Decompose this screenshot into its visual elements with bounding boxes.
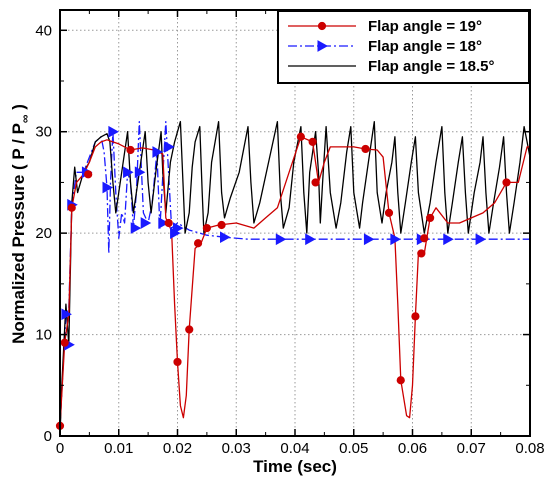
series-marker-1 bbox=[158, 217, 169, 229]
x-tick-label: 0.04 bbox=[280, 440, 309, 457]
y-tick-label: 10 bbox=[35, 327, 52, 344]
y-axis-title: Normalized Pressure ( P / P∞ ) bbox=[9, 104, 32, 344]
x-tick-label: 0.01 bbox=[104, 440, 133, 457]
series-marker-1 bbox=[61, 308, 72, 321]
series-marker-0 bbox=[384, 208, 394, 217]
legend-label: Flap angle = 19° bbox=[368, 18, 482, 35]
y-axis-title-main: Normalized Pressure ( P / P bbox=[9, 123, 28, 344]
series-marker-0 bbox=[217, 220, 226, 230]
series-marker-0 bbox=[308, 137, 317, 146]
series-marker-0 bbox=[164, 218, 173, 228]
y-axis-title-close: ) bbox=[9, 104, 28, 114]
series-marker-0 bbox=[502, 178, 511, 187]
series-marker-0 bbox=[426, 213, 435, 223]
x-axis-title: Time (sec) bbox=[253, 457, 337, 476]
legend: Flap angle = 19° Flap angle = 18° Flap ang… bbox=[277, 10, 530, 84]
x-tick-label: 0.05 bbox=[339, 440, 368, 457]
series-line-2 bbox=[59, 120, 531, 437]
series-marker-1 bbox=[363, 233, 375, 246]
x-tick-label: 0 bbox=[56, 440, 64, 457]
series-marker-0 bbox=[420, 234, 429, 243]
series-marker-1 bbox=[140, 217, 152, 229]
series-marker-1 bbox=[102, 181, 114, 194]
series-marker-0 bbox=[193, 239, 203, 248]
series-marker-1 bbox=[134, 166, 146, 179]
x-tick-label: 0.08 bbox=[515, 440, 544, 457]
series-marker-0 bbox=[411, 312, 420, 321]
legend-entries: Flap angle = 19° Flap angle = 18° Flap ang… bbox=[288, 18, 494, 75]
series-marker-1 bbox=[275, 233, 287, 246]
series-marker-0 bbox=[173, 357, 182, 367]
series-marker-0 bbox=[202, 223, 211, 233]
series-marker-0 bbox=[84, 170, 93, 179]
series-marker-0 bbox=[126, 145, 135, 155]
legend-label: Flap angle = 18° bbox=[368, 38, 482, 55]
series-marker-1 bbox=[220, 231, 231, 244]
series-marker-1 bbox=[305, 233, 316, 246]
series-marker-1 bbox=[173, 222, 184, 234]
series-marker-1 bbox=[390, 233, 401, 246]
series-marker-1 bbox=[108, 125, 119, 138]
x-tick-label: 0.06 bbox=[398, 440, 427, 457]
series-marker-0 bbox=[417, 249, 426, 258]
x-tick-label: 0.07 bbox=[457, 440, 486, 457]
series-line-1 bbox=[59, 120, 530, 426]
series-marker-1 bbox=[152, 146, 163, 158]
series-marker-0 bbox=[60, 338, 69, 347]
legend-marker bbox=[317, 21, 327, 31]
y-tick-label: 20 bbox=[35, 225, 52, 242]
y-tick-label: 30 bbox=[35, 124, 52, 141]
legend-label: Flap angle = 18.5° bbox=[368, 58, 494, 75]
series-marker-0 bbox=[311, 178, 320, 187]
series-marker-1 bbox=[475, 233, 487, 246]
axis-ticks: 0 0.01 0.02 0.03 0.04 0.05 0.06 0.07 0.08 0 10 20 30… bbox=[35, 10, 545, 457]
x-tick-label: 0.02 bbox=[163, 440, 192, 457]
series-marker-1 bbox=[123, 166, 134, 179]
series-markers bbox=[55, 125, 511, 430]
legend-marker bbox=[317, 40, 329, 52]
x-tick-label: 0.03 bbox=[222, 440, 251, 457]
series-marker-1 bbox=[130, 222, 142, 234]
series-marker-0 bbox=[185, 325, 194, 334]
series-marker-1 bbox=[443, 233, 454, 246]
y-tick-label: 0 bbox=[44, 428, 52, 445]
series-marker-0 bbox=[361, 144, 370, 154]
series-marker-0 bbox=[396, 376, 405, 385]
y-axis-title-subscript: ∞ bbox=[18, 115, 32, 124]
y-tick-label: 40 bbox=[35, 22, 52, 39]
series-marker-0 bbox=[67, 203, 76, 212]
series-marker-0 bbox=[296, 132, 305, 141]
series-marker-1 bbox=[164, 141, 175, 153]
